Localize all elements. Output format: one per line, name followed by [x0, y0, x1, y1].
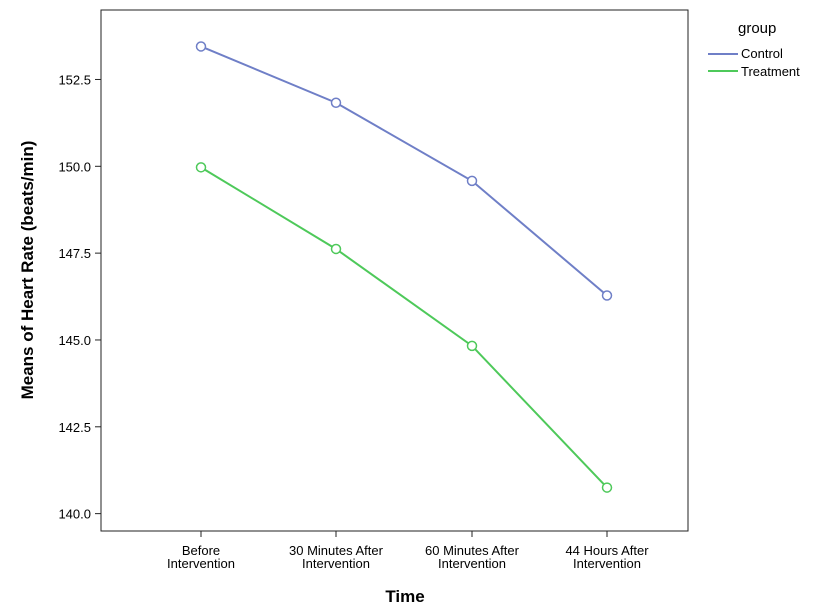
data-point-treatment: [601, 482, 613, 493]
y-tick-label: 147.5: [58, 246, 91, 261]
y-axis-title: Means of Heart Rate (beats/min): [18, 141, 37, 400]
x-axis-title: Time: [385, 587, 424, 606]
legend-label-control: Control: [741, 46, 783, 61]
series-line-control: [200, 45, 608, 297]
y-tick-label: 142.5: [58, 420, 91, 435]
legend: group Control Treatment: [708, 20, 800, 79]
data-point-control: [195, 41, 207, 52]
plot-frame: [100, 9, 689, 532]
data-point-control: [330, 97, 342, 108]
x-tick-label: Intervention: [302, 556, 370, 571]
series-points: [195, 41, 613, 493]
x-tick-label: Intervention: [573, 556, 641, 571]
x-tick-label: Intervention: [438, 556, 506, 571]
x-tick-label: Intervention: [167, 556, 235, 571]
y-axis: 140.0 142.5 145.0 147.5 150.0 152.5: [58, 72, 101, 522]
series-line-treatment: [200, 166, 608, 489]
y-tick-label: 150.0: [58, 159, 91, 174]
y-tick-label: 152.5: [58, 72, 91, 87]
data-point-treatment: [466, 340, 478, 352]
data-point-control: [601, 290, 613, 301]
data-point-control: [466, 175, 478, 187]
y-tick-label: 140.0: [58, 507, 91, 522]
y-tick-label: 145.0: [58, 333, 91, 348]
data-point-treatment: [195, 162, 207, 173]
data-point-treatment: [330, 243, 342, 255]
x-tick-label: 30 Minutes After: [289, 543, 384, 558]
legend-label-treatment: Treatment: [741, 64, 800, 79]
x-tick-label: 44 Hours After: [565, 543, 649, 558]
legend-title: group: [738, 20, 776, 37]
x-tick-label: Before: [182, 543, 220, 558]
series-lines: [200, 45, 608, 489]
x-tick-label: 60 Minutes After: [425, 543, 520, 558]
